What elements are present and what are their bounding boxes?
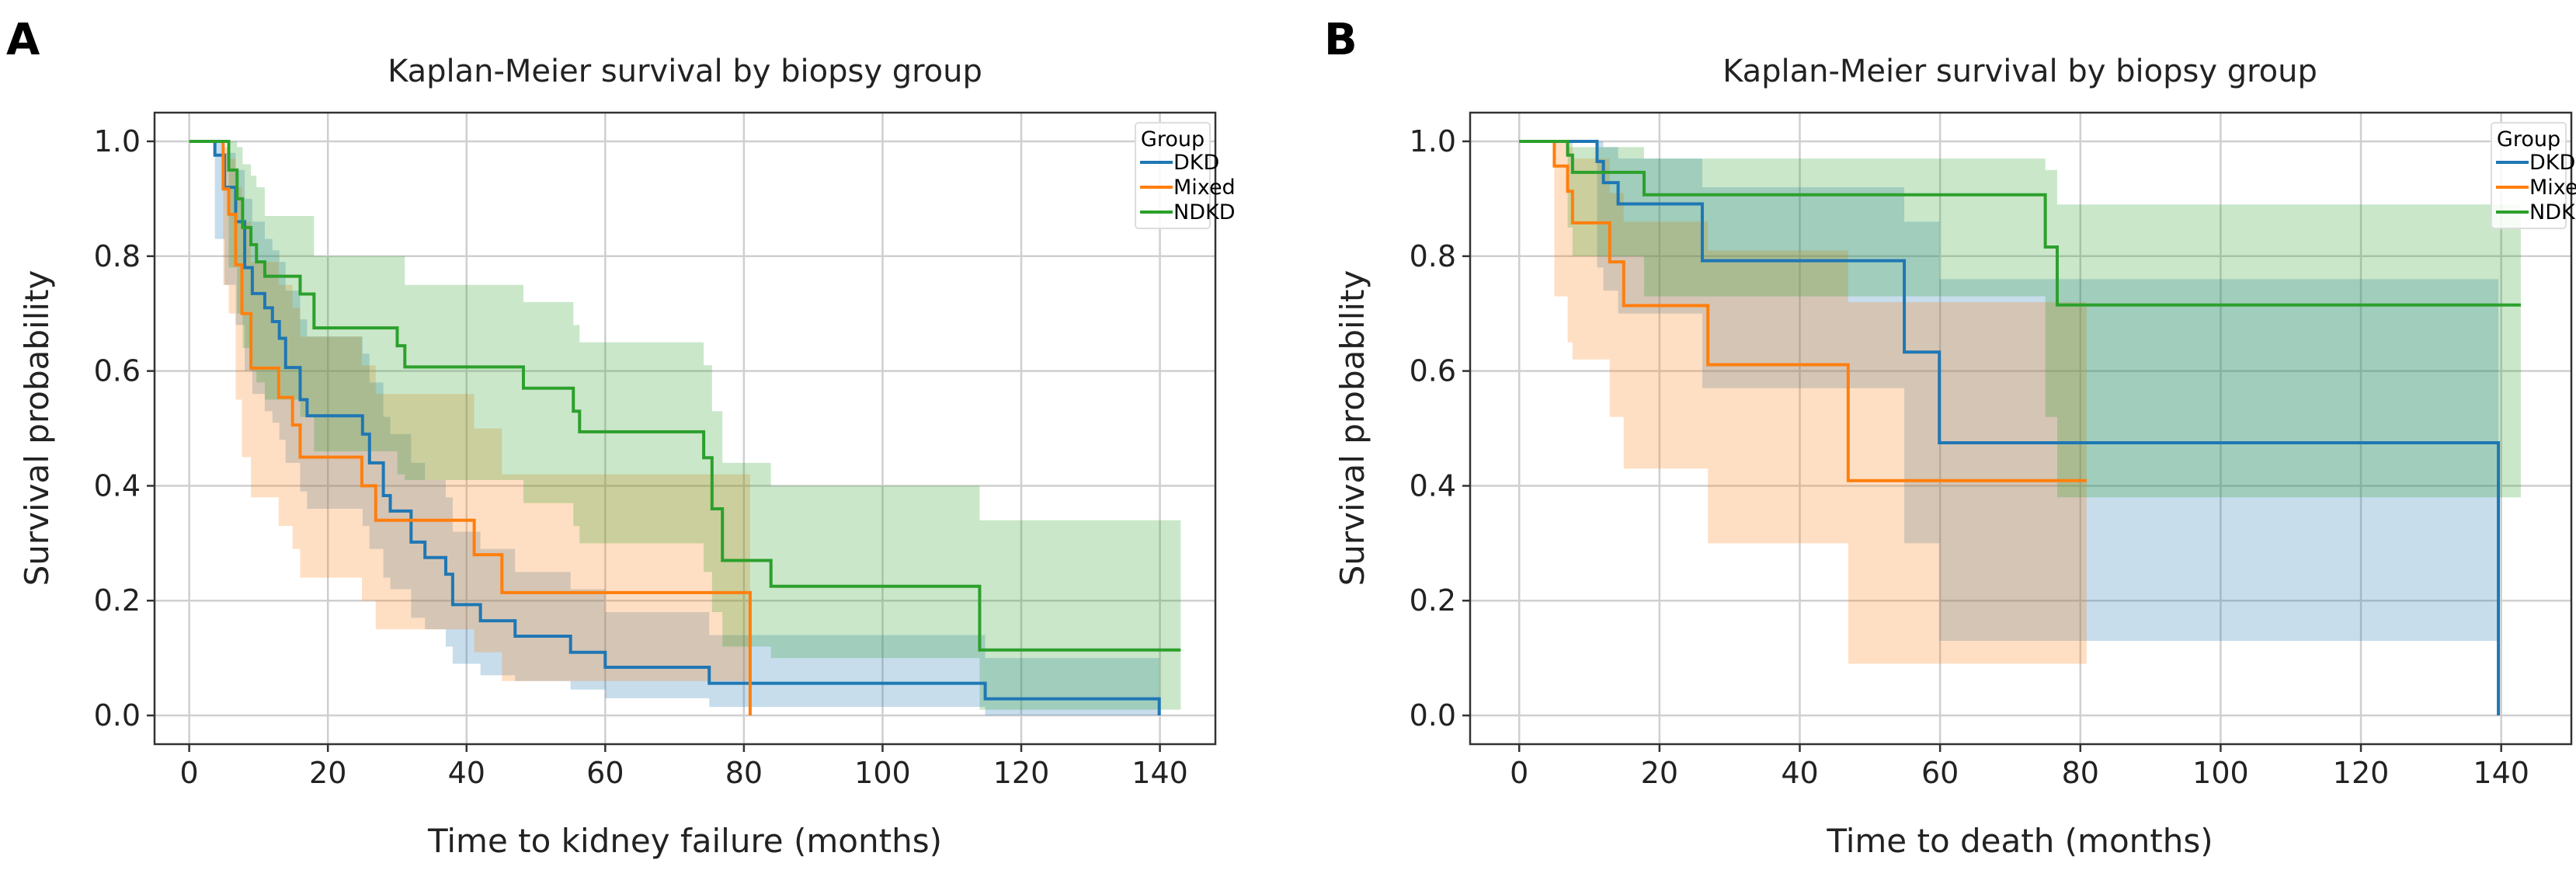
chart-title: Kaplan-Meier survival by biopsy group	[388, 54, 982, 89]
x-tick-label: 120	[2333, 756, 2390, 790]
y-tick-label: 1.0	[1410, 124, 1456, 158]
survival-curve-mixed	[189, 139, 752, 716]
y-tick-label: 0.0	[1410, 698, 1456, 733]
x-tick-label: 100	[2192, 756, 2249, 790]
y-tick-label: 0.0	[94, 698, 141, 733]
survival-curve-ndkd	[1519, 139, 2521, 307]
panel-b: B Kaplan-Meier survival by biopsy group …	[1324, 15, 2576, 860]
legend-box	[1135, 122, 1211, 229]
plot-area: 0 20 40 60 80 100 120 140 0.0 0.2 0.4 0.6 0.8 1.0	[1410, 111, 2573, 790]
confidence-band-ndkd	[1519, 141, 2521, 498]
confidence-band-mixed	[189, 141, 750, 681]
y-tick-label: 0.8	[1410, 239, 1456, 273]
legend-box	[2491, 122, 2567, 229]
panel-label: A	[6, 15, 40, 65]
legend-entry: NDKD	[2529, 200, 2576, 224]
x-tick-label: 80	[2062, 756, 2099, 790]
y-axis-label: Survival probability	[1333, 270, 1371, 586]
x-tick-label: 0	[180, 756, 199, 790]
y-tick-label: 0.4	[94, 468, 141, 503]
y-tick-label: 0.6	[94, 354, 141, 388]
survival-curve-mixed	[1519, 139, 2087, 482]
y-tick-label: 0.8	[94, 239, 141, 273]
confidence-band-mixed	[1519, 141, 2087, 664]
legend-entry: DKD	[2529, 151, 2575, 175]
legend-entry: Mixed	[1173, 176, 1236, 200]
survival-curve-dkd	[189, 139, 1161, 716]
y-tick-label: 0.4	[1410, 468, 1456, 503]
legend-entry: Mixed	[2529, 176, 2576, 200]
plot-area: 0 20 40 60 80 100 120 140 0.0 0.2 0.4 0.6 0.8 1.0	[94, 111, 1217, 790]
x-tick-label: 20	[1641, 756, 1678, 790]
x-tick-label: 100	[854, 756, 911, 790]
x-axis-label: Time to death (months)	[1826, 822, 2213, 860]
y-tick-label: 1.0	[94, 124, 141, 158]
legend-title: Group	[2497, 127, 2560, 151]
x-tick-label: 0	[1510, 756, 1528, 790]
x-tick-label: 120	[993, 756, 1050, 790]
x-tick-label: 40	[448, 756, 485, 790]
x-tick-label: 40	[1781, 756, 1818, 790]
chart-title: Kaplan-Meier survival by biopsy group	[1723, 54, 2317, 89]
panel-a: A Kaplan-Meier survival by biopsy group …	[6, 15, 1236, 860]
legend-entry: DKD	[1173, 151, 1219, 175]
survival-curve-dkd	[1519, 139, 2501, 716]
survival-curve-ndkd	[189, 139, 1181, 652]
confidence-band-dkd	[1519, 141, 2499, 641]
plot-frame	[1469, 111, 2573, 746]
x-tick-label: 60	[1921, 756, 1959, 790]
legend-entry: NDKD	[1173, 200, 1235, 224]
legend-title: Group	[1141, 127, 1205, 151]
panel-label: B	[1324, 15, 1358, 65]
x-tick-label: 20	[309, 756, 346, 790]
confidence-band-dkd	[189, 141, 1159, 716]
y-tick-label: 0.2	[94, 583, 141, 618]
x-tick-label: 140	[1132, 756, 1188, 790]
x-tick-label: 80	[725, 756, 763, 790]
x-tick-label: 140	[2473, 756, 2529, 790]
y-tick-label: 0.2	[1410, 583, 1456, 618]
y-axis-label: Survival probability	[18, 270, 56, 586]
x-tick-label: 60	[586, 756, 624, 790]
plot-frame	[153, 111, 1217, 746]
confidence-band-ndkd	[189, 141, 1181, 710]
x-axis-label: Time to kidney failure (months)	[427, 822, 942, 860]
y-tick-label: 0.6	[1410, 354, 1456, 388]
